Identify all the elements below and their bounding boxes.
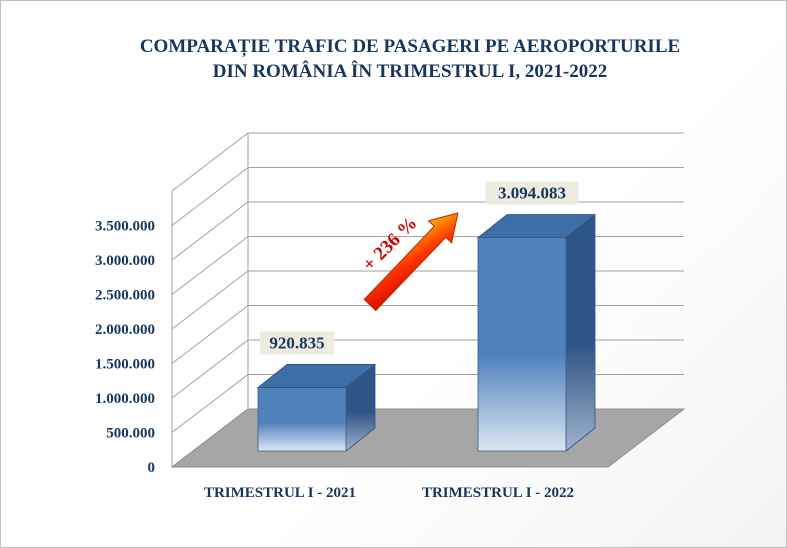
category-label: TRIMESTRUL I - 2022 <box>422 485 574 501</box>
y-tick-label: 3.000.000 <box>95 253 155 269</box>
bar <box>477 237 567 452</box>
gridline <box>171 305 249 364</box>
y-tick-label: 1.000.000 <box>95 391 155 407</box>
y-tick-label: 3.500.000 <box>95 219 155 235</box>
data-label: 920.835 <box>269 333 324 352</box>
growth-arrow <box>363 212 459 312</box>
category-label: TRIMESTRUL I - 2021 <box>204 485 356 501</box>
y-tick-label: 2.000.000 <box>95 322 155 338</box>
gridline <box>171 236 249 295</box>
bar-top <box>256 364 377 388</box>
arrow-shape <box>363 212 459 312</box>
gridline <box>171 339 249 399</box>
gridline <box>171 201 249 261</box>
chart-title-line-2: DIN ROMÂNIA ÎN TRIMESTRUL I, 2021-2022 <box>212 61 608 82</box>
gridline <box>171 167 249 226</box>
chart-title-line-1: COMPARAȚIE TRAFIC DE PASAGERI PE AEROPOR… <box>139 36 681 57</box>
y-tick-label: 2.500.000 <box>95 288 155 304</box>
gridline <box>171 132 249 192</box>
y-tick-label: 500.000 <box>106 426 155 442</box>
data-label-bg <box>485 181 579 205</box>
y-tick-label: 1.500.000 <box>95 357 155 373</box>
data-label: 3.094.083 <box>498 184 566 203</box>
bar <box>257 387 347 452</box>
bar-top <box>476 214 597 238</box>
gridline <box>171 270 249 330</box>
data-label-bg <box>259 331 335 355</box>
chart-floor <box>170 408 686 468</box>
chart-title: COMPARAȚIE TRAFIC DE PASAGERI PE AEROPOR… <box>60 34 760 84</box>
bar-side <box>565 213 596 452</box>
gridline <box>171 374 249 433</box>
y-tick-label: 0 <box>148 460 156 476</box>
